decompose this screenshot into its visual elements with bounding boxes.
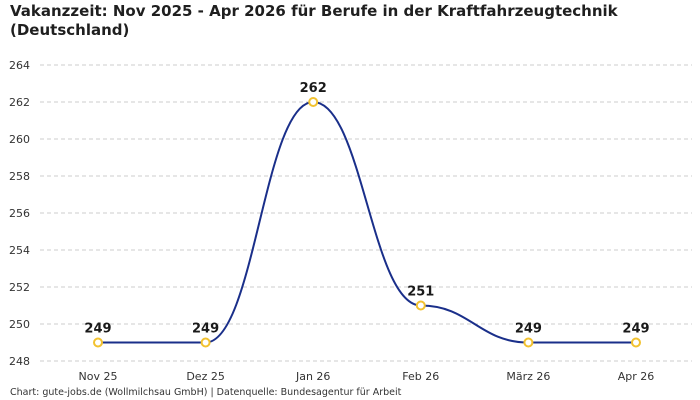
x-tick-label: Dez 25 <box>186 370 225 383</box>
x-tick-label: Feb 26 <box>402 370 439 383</box>
y-axis-ticks: 248 250 252 254 256 258 260 262 264 <box>9 59 30 368</box>
data-label: 251 <box>407 285 434 300</box>
data-point <box>200 337 211 348</box>
y-tick-label: 250 <box>9 318 30 331</box>
y-tick-label: 254 <box>9 244 30 257</box>
y-tick-label: 248 <box>9 355 30 368</box>
data-label: 249 <box>515 322 542 337</box>
y-tick-label: 262 <box>9 96 30 109</box>
x-axis-ticks: Nov 25 Dez 25 Jan 26 Feb 26 März 26 Apr 26 <box>79 370 655 383</box>
y-tick-label: 252 <box>9 281 30 294</box>
data-point <box>93 337 103 348</box>
data-point <box>631 337 641 348</box>
data-label: 249 <box>84 322 111 337</box>
y-tick-label: 260 <box>9 133 30 146</box>
marker-group <box>93 97 641 348</box>
x-tick-label: März 26 <box>506 370 550 383</box>
y-tick-label: 256 <box>9 207 30 220</box>
data-label: 249 <box>192 322 219 337</box>
chart-title: Vakanzzeit: Nov 2025 - Apr 2026 für Beru… <box>10 2 618 39</box>
series-line <box>97 100 636 344</box>
y-tick-label: 258 <box>9 170 30 183</box>
x-tick-label: Apr 26 <box>618 370 655 383</box>
series-line-group <box>97 100 636 344</box>
grid-lines <box>40 64 692 362</box>
data-label: 249 <box>622 322 649 337</box>
data-label: 262 <box>300 81 327 96</box>
x-tick-label: Jan 26 <box>295 370 330 383</box>
x-tick-label: Nov 25 <box>79 370 118 383</box>
y-tick-label: 264 <box>9 59 30 72</box>
data-point <box>308 97 319 107</box>
data-label-group: 249 249 262 251 249 249 <box>84 81 649 337</box>
data-point <box>523 337 534 348</box>
data-point <box>415 300 426 311</box>
chart-footer: Chart: gute-jobs.de (Wollmilchsau GmbH) … <box>10 387 402 398</box>
